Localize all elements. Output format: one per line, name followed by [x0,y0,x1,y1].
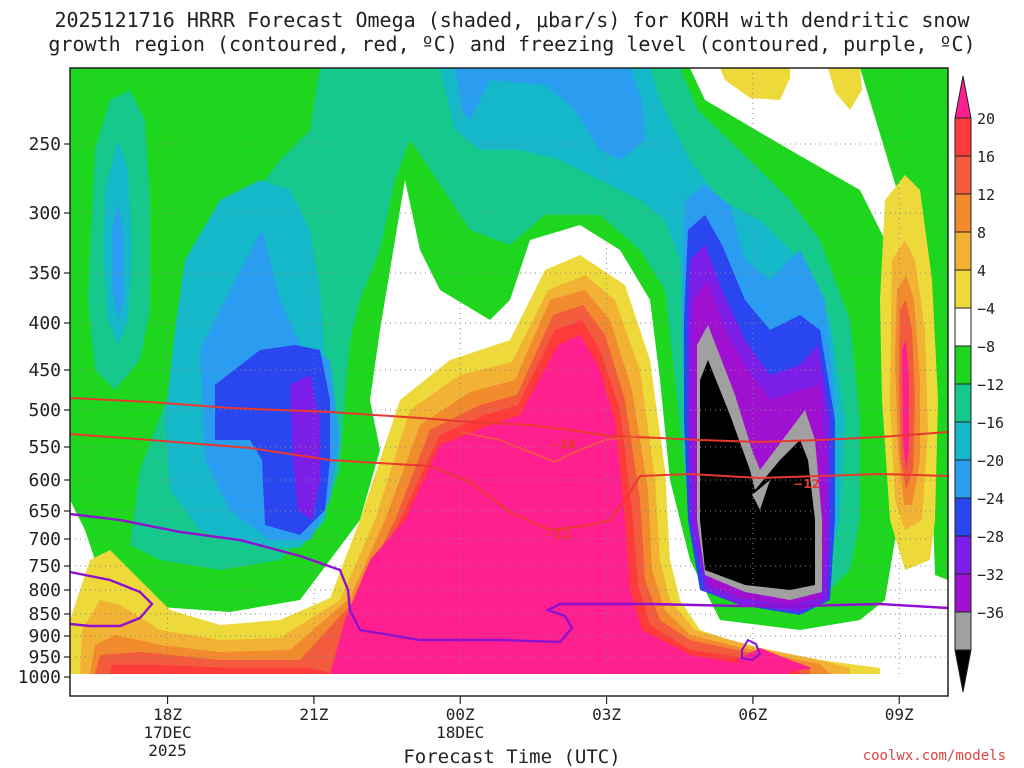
contour-label: −12 [793,477,820,491]
pressure-tick-label: 700 [28,529,61,550]
colorbar-label: −28 [977,528,1004,546]
pressure-tick-label: 750 [28,556,61,577]
grid-lines [70,68,948,674]
omega-shade-neg16 [455,68,645,160]
pressure-tick-label: 950 [28,647,61,668]
omega-shade-neg16-left [112,200,124,320]
colorbar-label: −16 [977,414,1004,432]
colorbar-swatch [954,269,972,309]
contour-freezing-level-upper [70,512,948,644]
plot-area [70,68,948,696]
colorbar-label: −36 [977,604,1004,622]
pressure-tick-label: 1000 [18,667,61,688]
colorbar-label: −12 [977,376,1004,394]
contour-minus18-mid [459,431,641,463]
omega-shade-neg36 [700,360,815,590]
contour-label: −12 [544,527,571,541]
x-axis-title: Forecast Time (UTC) [403,746,621,768]
chart-title: 2025121716 HRRR Forecast Omega (shaded, … [0,8,1024,56]
contour-minus12 [70,433,948,532]
colorbar-min-triangle [954,649,972,693]
contour-freezing-level-loop [741,638,762,662]
time-tick-label: 21Z [299,705,328,724]
pressure-tick-label: 250 [28,134,61,155]
contour-freezing-level-lower [70,570,154,628]
colorbar-swatch [954,573,972,613]
time-tick-label: 00Z [446,705,475,724]
pressure-tick-label: 650 [28,501,61,522]
time-tick-label: 09Z [885,705,914,724]
time-tick-label: 18Z [153,705,182,724]
colorbar: 20 16 12 8 4 −4 −8 −12 −16 −20 −24 −28 −32 −36 [954,75,1004,693]
omega-shade-neg36-notch [752,480,770,510]
title-line-1: 2025121716 HRRR Forecast Omega (shaded, … [54,8,970,32]
contour-label: −18 [549,437,576,451]
omega-shade-pos4-topright [720,68,862,110]
colorbar-swatch [954,535,972,575]
contour-labels: −18 −12 −12 [544,437,820,541]
colorbar-swatch [954,231,972,271]
colorbar-label: 4 [977,262,986,280]
pressure-tick-label: 600 [28,470,61,491]
omega-shade-gt20-low [735,648,812,672]
colorbar-swatch [954,345,972,385]
colorbar-swatch [954,117,972,157]
pressure-tick-label: 800 [28,580,61,601]
omega-shade-gt20 [330,335,790,674]
pressure-tick-label: 850 [28,604,61,625]
ground-below-surface [70,674,948,696]
colorbar-swatch [954,383,972,423]
colorbar-label: 20 [977,110,995,128]
colorbar-swatch [954,421,972,461]
pressure-tick-label: 500 [28,400,61,421]
colorbar-swatch [954,459,972,499]
colorbar-swatch [954,307,972,347]
pressure-tick-label: 400 [28,313,61,334]
colorbar-label: −8 [977,338,995,356]
plot-frame [69,67,949,697]
colorbar-label: −32 [977,566,1004,584]
pressure-tick-label: 350 [28,263,61,284]
omega-shade-gt20-right [902,340,909,470]
time-tick-label: 03Z [592,705,621,724]
colorbar-label: 8 [977,224,986,242]
pressure-tick-label: 550 [28,437,61,458]
time-tick-label: 06Z [738,705,767,724]
source-credit: coolwx.com/models [862,748,1006,764]
pressure-axis: 2503003504004505005506006507007508008509… [18,134,70,688]
colorbar-label: 12 [977,186,995,204]
colorbar-label: −4 [977,300,995,318]
title-line-2: growth region (contoured, red, ºC) and f… [48,32,976,56]
colorbar-max-triangle [954,75,972,119]
colorbar-label: −20 [977,452,1004,470]
colorbar-label: 16 [977,148,995,166]
contour-minus18-upper [70,397,948,444]
colorbar-swatch [954,193,972,233]
pressure-tick-label: 300 [28,203,61,224]
colorbar-label: −24 [977,490,1004,508]
colorbar-swatch [954,155,972,195]
date-label: 17DEC [143,723,191,742]
colorbar-swatch [954,497,972,537]
pressure-tick-label: 900 [28,626,61,647]
date-label: 18DEC [436,723,484,742]
colorbar-swatch [954,611,972,651]
pressure-tick-label: 450 [28,360,61,381]
year-label: 2025 [148,741,187,760]
omega-shade-neg4-top [860,68,948,580]
